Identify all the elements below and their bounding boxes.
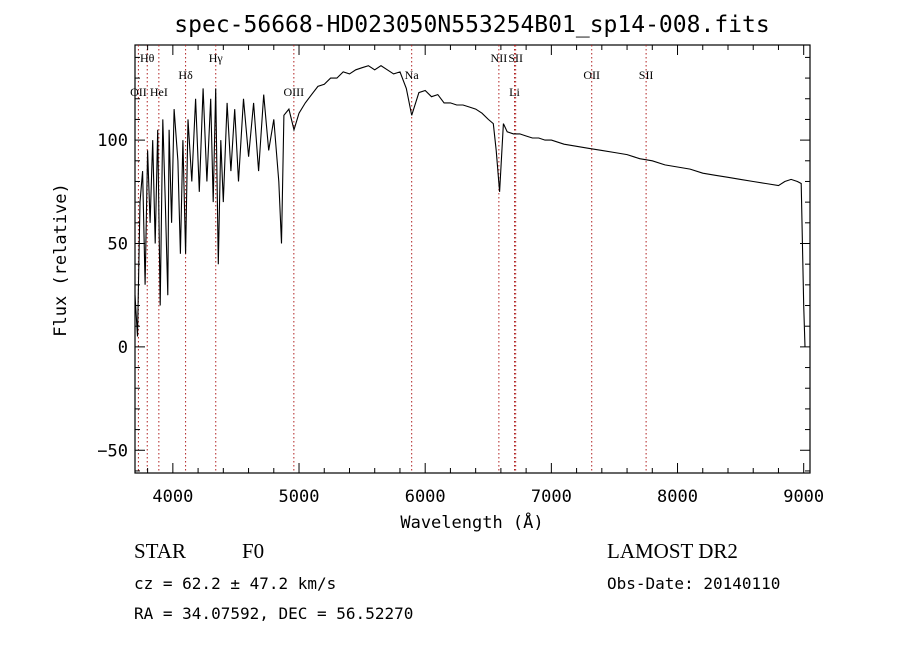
- y-tick-label-0: 0: [118, 338, 128, 358]
- y-axis-label: Flux (relative): [51, 183, 71, 337]
- marker-label-9: Li: [509, 85, 520, 99]
- y-tick-label-100: 100: [97, 131, 128, 151]
- coordinates-readout: RA = 34.07592, DEC = 56.52270: [134, 604, 413, 623]
- marker-label-2: HeI: [150, 85, 168, 99]
- plot-frame: [134, 44, 811, 474]
- marker-label-11: SII: [639, 68, 654, 82]
- marker-label-6: Na: [405, 68, 420, 82]
- redshift-readout: cz = 62.2 ± 47.2 km/s: [134, 574, 336, 593]
- spectrum-line-0: [134, 65, 806, 347]
- object-subclass: F0: [242, 539, 264, 563]
- observation-date: Obs-Date: 20140110: [607, 574, 780, 593]
- marker-label-8: SII: [508, 51, 523, 65]
- y-axis-ticks: −50 0 50 100: [97, 56, 810, 472]
- x-tick-label-7000: 7000: [531, 487, 572, 507]
- chart-title: spec-56668-HD023050N553254B01_sp14-008.f…: [174, 12, 769, 38]
- x-tick-label-4000: 4000: [152, 487, 193, 507]
- marker-label-0: Hθ: [140, 51, 155, 65]
- marker-label-3: Hδ: [178, 68, 193, 82]
- x-axis-ticks: 4000 5000 6000 7000 8000 9000: [147, 45, 824, 507]
- marker-label-1: OII: [130, 85, 147, 99]
- spectrum-series: [134, 65, 806, 347]
- survey-name: LAMOST DR2: [607, 539, 738, 563]
- marker-label-10: OII: [583, 68, 600, 82]
- marker-label-7: NII: [491, 51, 508, 65]
- x-tick-label-5000: 5000: [279, 487, 320, 507]
- marker-label-4: Hγ: [209, 51, 224, 65]
- x-tick-label-8000: 8000: [657, 487, 698, 507]
- x-tick-label-6000: 6000: [405, 487, 446, 507]
- object-class: STAR: [134, 539, 186, 563]
- x-tick-label-9000: 9000: [783, 487, 824, 507]
- x-axis-label: Wavelength (Å): [400, 511, 543, 533]
- y-tick-label--50: −50: [97, 441, 128, 461]
- marker-label-5: OIII: [284, 85, 305, 99]
- y-tick-label-50: 50: [108, 234, 128, 254]
